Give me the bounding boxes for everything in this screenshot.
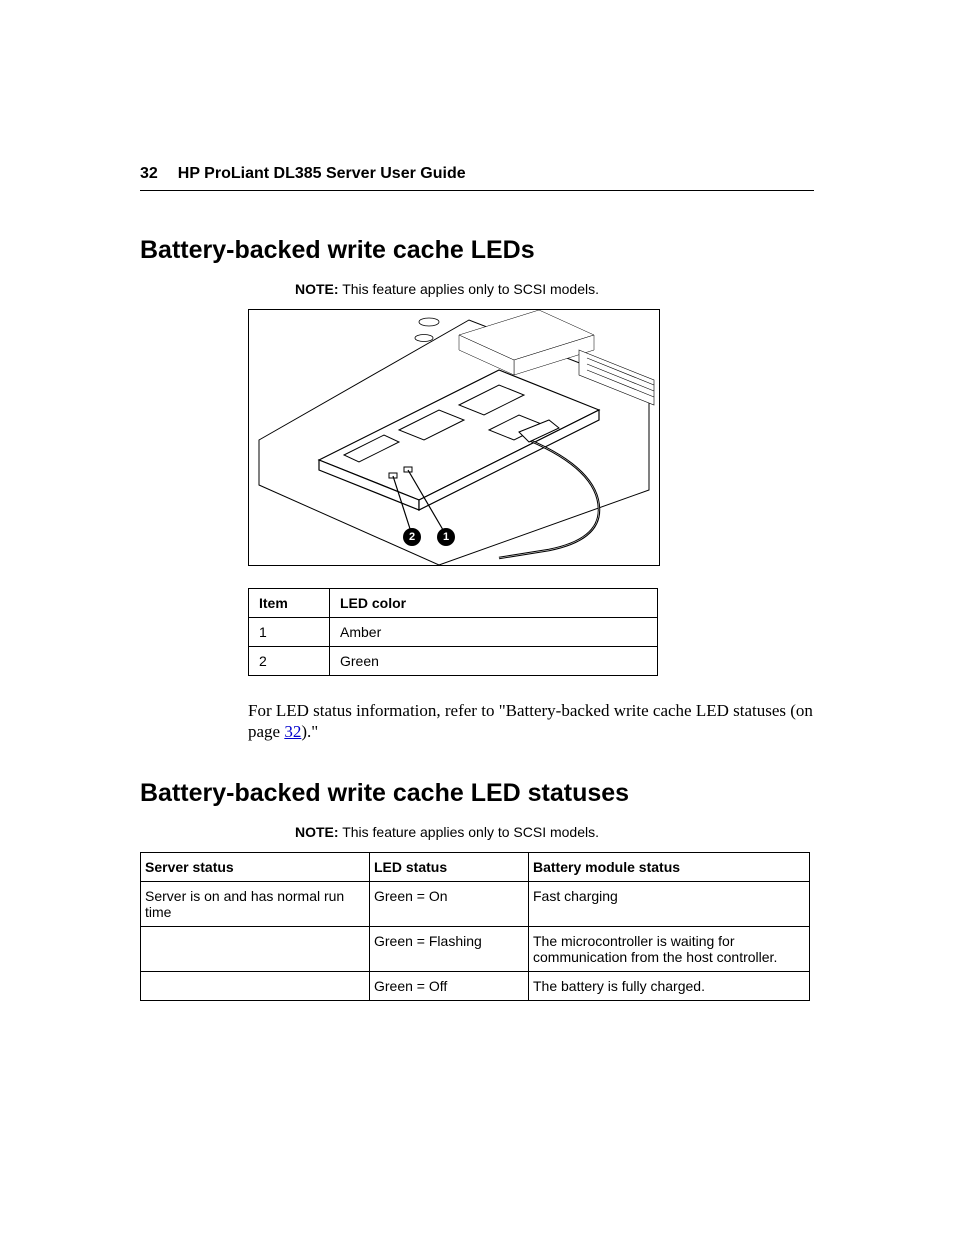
cell-item: 1 [249, 618, 330, 647]
cell-battery: The microcontroller is waiting for commu… [529, 926, 810, 971]
callout-2: 2 [403, 528, 421, 546]
note-line-2: NOTE: This feature applies only to SCSI … [140, 824, 814, 840]
para-text-post: )." [301, 722, 318, 741]
cell-color: Green [330, 647, 658, 676]
page-header: 32 HP ProLiant DL385 Server User Guide [140, 165, 814, 191]
cell-server: Server is on and has normal run time [141, 881, 370, 926]
board-diagram: 2 1 [248, 309, 660, 566]
table-row: Green = Flashing The microcontroller is … [141, 926, 810, 971]
callout-1: 1 [437, 528, 455, 546]
section-heading-statuses: Battery-backed write cache LED statuses [140, 779, 814, 808]
cell-item: 2 [249, 647, 330, 676]
document-title: HP ProLiant DL385 Server User Guide [178, 165, 466, 183]
cell-color: Amber [330, 618, 658, 647]
page-link-32[interactable]: 32 [284, 722, 301, 741]
cell-led: Green = Off [370, 971, 529, 1000]
page-number: 32 [140, 165, 158, 183]
cell-led: Green = Flashing [370, 926, 529, 971]
cell-battery: Fast charging [529, 881, 810, 926]
table-row: 1 Amber [249, 618, 658, 647]
section-heading-leds: Battery-backed write cache LEDs [140, 236, 814, 265]
cell-server [141, 971, 370, 1000]
table-row: 2 Green [249, 647, 658, 676]
diagram-container: 2 1 [248, 309, 814, 566]
note-text-1: This feature applies only to SCSI models… [339, 281, 599, 297]
cell-battery: The battery is fully charged. [529, 971, 810, 1000]
th-server-status: Server status [141, 852, 370, 881]
led-status-table: Server status LED status Battery module … [140, 852, 810, 1001]
reference-paragraph: For LED status information, refer to "Ba… [248, 700, 814, 743]
diagram-svg [249, 310, 659, 565]
page: 32 HP ProLiant DL385 Server User Guide B… [0, 0, 954, 1235]
th-item: Item [249, 589, 330, 618]
note-text-2: This feature applies only to SCSI models… [339, 824, 599, 840]
table-row: Green = Off The battery is fully charged… [141, 971, 810, 1000]
cell-led: Green = On [370, 881, 529, 926]
th-battery-status: Battery module status [529, 852, 810, 881]
para-text-pre: For LED status information, refer to "Ba… [248, 701, 813, 741]
note-label-1: NOTE: [295, 281, 339, 297]
th-led-status: LED status [370, 852, 529, 881]
led-color-table: Item LED color 1 Amber 2 Green [248, 588, 658, 676]
th-led-color: LED color [330, 589, 658, 618]
note-line-1: NOTE: This feature applies only to SCSI … [140, 281, 814, 297]
note-label-2: NOTE: [295, 824, 339, 840]
cell-server [141, 926, 370, 971]
table-row: Server is on and has normal run time Gre… [141, 881, 810, 926]
